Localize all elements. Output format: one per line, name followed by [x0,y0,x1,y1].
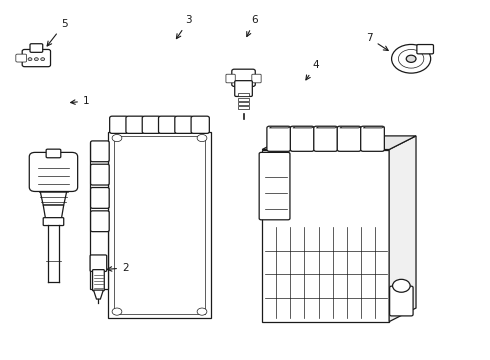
FancyBboxPatch shape [267,126,291,151]
FancyBboxPatch shape [252,74,261,83]
FancyBboxPatch shape [142,116,160,134]
Bar [238,106,249,109]
Polygon shape [43,205,64,220]
FancyBboxPatch shape [235,81,252,96]
FancyBboxPatch shape [22,49,50,67]
FancyBboxPatch shape [30,44,43,52]
Circle shape [197,134,207,141]
FancyBboxPatch shape [90,255,107,271]
FancyBboxPatch shape [390,286,413,316]
FancyBboxPatch shape [93,270,104,291]
Polygon shape [270,127,291,128]
Circle shape [41,58,45,60]
Circle shape [406,55,416,62]
Circle shape [112,308,122,315]
FancyBboxPatch shape [259,152,290,220]
Polygon shape [316,127,338,128]
FancyBboxPatch shape [159,116,177,134]
FancyBboxPatch shape [91,211,109,231]
Polygon shape [389,136,416,321]
Polygon shape [94,290,103,299]
Bar [108,132,211,318]
Polygon shape [262,136,416,149]
FancyBboxPatch shape [110,116,128,134]
FancyBboxPatch shape [91,141,109,162]
Polygon shape [363,127,384,128]
Polygon shape [340,127,361,128]
Circle shape [392,279,410,292]
Text: 6: 6 [247,15,258,36]
FancyBboxPatch shape [314,126,338,151]
FancyBboxPatch shape [43,218,64,226]
Polygon shape [293,127,314,128]
Text: 4: 4 [306,60,319,80]
FancyBboxPatch shape [232,69,255,86]
FancyBboxPatch shape [175,116,193,134]
Circle shape [112,134,122,141]
Polygon shape [39,187,68,205]
Text: 5: 5 [47,19,68,46]
Bar [238,93,249,96]
Bar [262,149,389,321]
Circle shape [34,58,38,60]
FancyBboxPatch shape [91,164,109,185]
Bar [114,136,205,314]
FancyBboxPatch shape [46,149,61,158]
Text: 3: 3 [176,15,192,39]
FancyBboxPatch shape [191,116,209,134]
FancyBboxPatch shape [226,74,235,83]
Circle shape [398,49,424,68]
FancyBboxPatch shape [291,126,314,151]
FancyBboxPatch shape [337,126,361,151]
Text: 7: 7 [367,33,388,50]
FancyBboxPatch shape [126,116,144,134]
Circle shape [28,58,32,60]
Polygon shape [90,142,108,289]
FancyBboxPatch shape [29,152,77,192]
Bar [238,98,249,101]
Bar [238,102,249,105]
FancyBboxPatch shape [16,54,26,62]
FancyBboxPatch shape [361,126,384,151]
FancyBboxPatch shape [91,188,109,208]
Text: 2: 2 [107,263,128,273]
Text: 1: 1 [71,96,90,106]
Circle shape [197,308,207,315]
FancyBboxPatch shape [417,45,434,54]
Circle shape [392,44,431,73]
